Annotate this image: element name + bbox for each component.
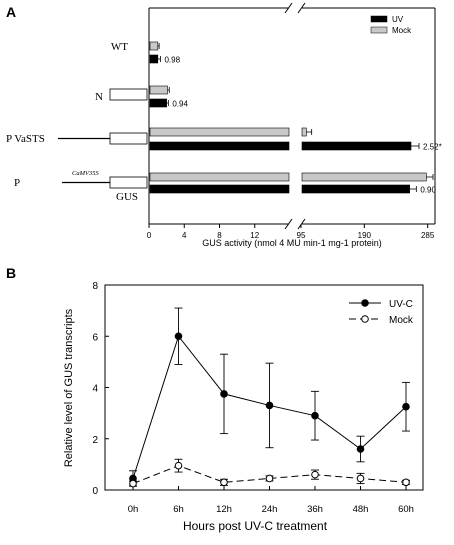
panel-a-letter: A [6, 4, 16, 20]
bar-uv-p-part2 [301, 184, 410, 194]
a-x-tick-label: 190 [358, 231, 372, 240]
panel-a-frame [148, 2, 436, 230]
point-uv-c [220, 390, 228, 398]
point-mock [174, 461, 183, 470]
panel-a-bars: 0.98 0.94 2.52* 0.90 [149, 41, 442, 195]
construct-label-p-vasts: P VaSTS [6, 133, 45, 145]
legend-swatch-uv [370, 15, 388, 23]
a-x-tick-label: 95 [297, 231, 306, 240]
construct-promoter-label-camv35s: CaMV35S [72, 170, 99, 177]
ratio-label-wt: 0.98 [164, 56, 180, 65]
b-x-tick-label: 0h [128, 504, 139, 515]
a-axis-break-bottom-1 [284, 218, 293, 230]
point-uv-c [356, 445, 365, 453]
construct-gus-label: GUS [116, 191, 138, 203]
a-axis-break-top-1 [284, 2, 293, 14]
b-x-tick-label: 6h [173, 504, 184, 515]
bar-mock-n [149, 85, 168, 95]
point-uv-c [265, 401, 274, 410]
point-mock [356, 474, 365, 483]
a-x-tick-label: 12 [250, 231, 259, 240]
construct-box-vasts [109, 132, 148, 145]
panel-b: B 0 2 4 6 8 0h 6h 12h 24h 36h 48h 60h Hours post UV-… [6, 265, 424, 533]
panel-b-axes: 0 2 4 6 8 0h 6h 12h 24h 36h 48h 60h Hours post UV-C … [63, 281, 414, 533]
bar-uv-n [149, 98, 167, 108]
panel-a-construct-diagrams: WT N P VaSTS P CaMV35S GUS [6, 41, 148, 203]
construct-label-p-camv: P [14, 177, 20, 189]
ratio-label-p: 0.90 [420, 186, 436, 195]
b-y-tick-label: 6 [92, 332, 98, 343]
point-mock [220, 478, 228, 487]
b-x-tick-label: 48h [353, 504, 369, 515]
bar-mock-p-part1 [149, 172, 290, 182]
panel-a: A 0.98 0.94 2.52* 0.90 WT N P VaSTS P CaMV35S GU… [6, 2, 442, 248]
b-y-tick-label: 0 [92, 486, 98, 497]
b-x-tick-label: 24h [262, 504, 278, 515]
legend-label-uv: UV [392, 15, 404, 24]
point-uv-c [402, 402, 410, 411]
panel-b-series [129, 307, 410, 488]
b-y-tick-label: 8 [92, 281, 98, 292]
a-x-tick-label: 285 [421, 231, 435, 240]
point-mock [311, 470, 319, 479]
construct-label-wt: WT [111, 41, 128, 53]
point-mock [402, 478, 410, 487]
b-x-tick-label: 12h [216, 504, 232, 515]
point-mock [129, 479, 137, 488]
a-x-tick-label: 0 [147, 231, 152, 240]
legend-swatch-mock [370, 26, 388, 34]
bar-uv-wt [149, 54, 159, 64]
bar-mock-wt [149, 41, 159, 51]
panel-a-x-axis: 0 4 8 12 95 190 285 GUS activity (nmol 4 MU min… [147, 224, 435, 248]
ratio-label-p-vasts: 2.52* [423, 143, 442, 152]
point-mock [265, 474, 274, 483]
panel-b-letter: B [6, 265, 16, 281]
a-x-axis-title: GUS activity (nmol 4 MU min-1 mg-1 prote… [202, 238, 382, 248]
panel-b-frame [104, 284, 424, 491]
a-x-tick-label: 8 [217, 231, 222, 240]
panel-b-legend: UV-C Mock [349, 299, 414, 326]
legend-label-uv-c: UV-C [389, 299, 413, 310]
bar-mock-p-vasts-part1 [149, 127, 290, 137]
b-y-axis-title: Relative level of GUS transcripts [63, 308, 75, 467]
construct-box-n [109, 88, 148, 101]
point-uv-c [311, 411, 319, 420]
legend-marker-uv-c [361, 299, 369, 307]
bar-mock-p-vasts-part2 [301, 127, 307, 137]
ratio-label-n: 0.94 [172, 100, 188, 109]
b-y-tick-label: 2 [92, 435, 98, 446]
a-x-tick-label: 4 [182, 231, 187, 240]
b-x-tick-label: 60h [398, 504, 414, 515]
legend-marker-mock [361, 315, 369, 323]
a-axis-break-top-2 [297, 2, 306, 14]
panel-a-legend: UV Mock [370, 15, 412, 35]
b-x-axis-title: Hours post UV-C treatment [183, 519, 328, 533]
b-plot-frame [104, 284, 424, 491]
legend-label-mock: Mock [389, 315, 414, 326]
point-uv-c [174, 332, 183, 341]
bar-mock-p-part2 [301, 172, 427, 182]
bar-uv-p-vasts-part2 [301, 141, 412, 151]
b-y-tick-label: 4 [92, 384, 98, 395]
bar-uv-p-part1 [149, 184, 290, 194]
construct-label-n: N [95, 91, 103, 103]
b-x-tick-label: 36h [307, 504, 323, 515]
legend-label-mock: Mock [392, 26, 412, 35]
bar-uv-p-vasts-part1 [149, 141, 290, 151]
construct-box-camv [109, 176, 148, 189]
series-mock [129, 458, 410, 488]
series-uv-c [129, 307, 410, 487]
